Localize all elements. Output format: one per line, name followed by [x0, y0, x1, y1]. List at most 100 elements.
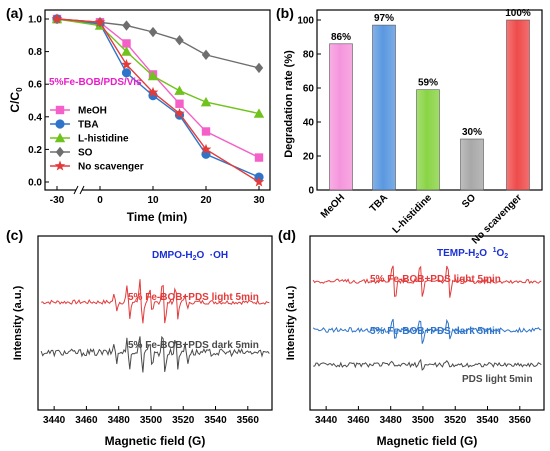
- panel-c-title-tail: O ·OH: [196, 250, 228, 261]
- panel-c-xtick-label: 3540: [204, 415, 227, 426]
- panel-a-ylabel-sub: 0: [15, 87, 24, 92]
- panel-a-line-chart: 0.0 0.2 0.4 0.6 0.8 1.0 -30 0 10 20 30 5%Fe-BOB/PD…: [8, 9, 271, 224]
- panel-a-legend-label: MeOH: [78, 106, 107, 117]
- panel-a-ytick-label: 0.0: [28, 178, 42, 189]
- panel-b-ytick-label: 80: [303, 50, 315, 61]
- panel-a-xtick-label: 10: [147, 195, 159, 206]
- panel-d-xlabel: Magnetic field (G): [377, 434, 478, 448]
- panel-d-xtick-label: 3480: [380, 415, 403, 426]
- panel-a-label: (a): [6, 5, 23, 21]
- panel-d-xtick-label: 3540: [476, 415, 499, 426]
- panel-a-legend-label: SO: [78, 148, 93, 159]
- panel-c-epr-chart: 3440 3460 3480 3500 3520 3540 3560 DMPO-H2O ·O…: [12, 235, 273, 448]
- panel-a-series: [51, 13, 265, 187]
- panel-a-point: [122, 20, 131, 31]
- panel-c-series: [40, 279, 270, 373]
- panel-a-point: [51, 13, 63, 24]
- panel-a-axis-break: [73, 185, 79, 195]
- panel-a-point: [121, 68, 132, 78]
- panel-a-point: [174, 85, 185, 95]
- panel-c-title-main: DMPO-H: [152, 250, 193, 261]
- panel-a-point: [121, 46, 132, 56]
- panel-d-spectrum-1: [312, 318, 542, 344]
- panel-c-title: DMPO-H2O ·OH: [152, 250, 228, 262]
- panel-d-title: TEMP-H2O 1O2: [437, 247, 508, 260]
- panel-a-ytick-label: 0.4: [28, 112, 42, 123]
- panel-b-value-label: 86%: [331, 32, 351, 43]
- panel-b-value-label: 97%: [374, 13, 394, 24]
- panel-d-ylabel: Intensity (a.u.): [285, 285, 297, 360]
- panel-a-legend-marker: [54, 132, 66, 143]
- panel-a-point: [147, 86, 159, 97]
- panel-b-value-label: 30%: [462, 127, 482, 138]
- panel-a-ytick-label: 0.8: [28, 47, 42, 58]
- panel-b-ytick-label: 60: [303, 84, 315, 95]
- panel-a-frame: [44, 9, 271, 191]
- panel-a-point: [253, 108, 265, 118]
- panel-a-point: [201, 127, 211, 136]
- panel-d-epr-chart: 3440 3460 3480 3500 3520 3540 3560 TEMP-H2O 1O…: [285, 235, 545, 448]
- panel-a-legend-marker: [55, 105, 65, 115]
- panel-b-bars: 86% MeOH 97% TBA 59% L-histidine 30% SO 100% No s…: [319, 8, 531, 247]
- panel-b-bar: [506, 19, 530, 191]
- panel-c-axes: 3440 3460 3480 3500 3520 3540 3560: [43, 406, 259, 426]
- panel-d-title-sub: 2: [475, 253, 479, 260]
- panel-a-ylabel-main: C/C: [8, 92, 22, 113]
- panel-a-legend-label: L-histidine: [78, 134, 129, 145]
- panel-a-ylabel: C/C0: [8, 87, 24, 113]
- panel-a-legend-label: No scavenger: [78, 162, 144, 173]
- panel-a-point: [254, 153, 264, 162]
- panel-a-axes: 0.0 0.2 0.4 0.6 0.8 1.0 -30 0 10 20 30: [28, 15, 265, 207]
- panel-d-title-sub2: 2: [504, 253, 508, 260]
- panel-b-bar: [372, 24, 396, 191]
- panel-a-point: [94, 16, 106, 27]
- panel-b-value-label: 100%: [505, 8, 531, 19]
- panel-d-frame: [309, 235, 545, 411]
- panel-a-axis-break: [79, 185, 85, 195]
- panel-b-axes: 0 20 40 60 80 100: [297, 16, 321, 197]
- panel-a-ytick-label: 1.0: [28, 15, 42, 26]
- panel-b-category-label: SO: [460, 192, 478, 210]
- panel-a-point: [201, 49, 211, 61]
- panel-a-legend-marker: [55, 146, 65, 158]
- panel-a-point: [175, 34, 184, 46]
- panel-a-series-line-3: [56, 18, 260, 69]
- panel-b-category-label: TBA: [368, 192, 390, 214]
- panel-c-title-sub: 2: [193, 255, 197, 262]
- panel-d-xtick-label: 3440: [315, 415, 338, 426]
- panel-b-category-label: No scavenger: [470, 192, 524, 246]
- panel-d-xtick-label: 3560: [509, 415, 532, 426]
- panel-c-frame: [37, 235, 273, 411]
- panel-b-value-label: 59%: [418, 78, 438, 89]
- panel-a-ytick-label: 0.6: [28, 80, 42, 91]
- panel-b-category-label: MeOH: [319, 192, 347, 220]
- panel-a-point: [147, 70, 159, 81]
- panel-a-point: [122, 39, 131, 48]
- panel-c-xtick-label: 3500: [140, 415, 163, 426]
- panel-a-point: [253, 176, 265, 187]
- panel-a-ytick-label: 0.2: [28, 145, 42, 156]
- panel-a-point: [200, 143, 212, 154]
- panel-d-title-tail2: O: [497, 248, 505, 259]
- panel-d-series-label-1: 5% Fe-BOB+PDS dark 5min: [370, 326, 501, 337]
- panel-d-title-sup: 1: [493, 247, 497, 254]
- panel-d-title-tail: O: [479, 248, 492, 259]
- panel-d-spectrum-2: [313, 358, 542, 371]
- panel-d-spectrum-0: [312, 265, 542, 298]
- panel-b-ylabel: Degradation rate (%): [283, 50, 295, 158]
- panel-c-series-label-0: 5% Fe-BOB+PDS light 5min: [128, 292, 259, 303]
- panel-c-xtick-label: 3440: [43, 415, 66, 426]
- panel-b-label: (b): [276, 5, 294, 21]
- panel-a-point: [200, 96, 212, 107]
- panel-d-axes: 3440 3460 3480 3500 3520 3540 3560: [315, 406, 531, 426]
- panel-c-xtick-label: 3480: [108, 415, 131, 426]
- panel-b-ytick-label: 0: [308, 186, 314, 197]
- panel-a-xtick-label: -30: [50, 195, 65, 206]
- panel-d-label: (d): [278, 227, 296, 243]
- panel-b-bar: [329, 43, 353, 191]
- panel-c-series-label-1: 5% Fe-BOB+PDS dark 5min: [128, 340, 259, 351]
- panel-a-point: [121, 59, 132, 70]
- panel-d-xtick-label: 3520: [444, 415, 467, 426]
- panel-c-spectrum-1: [40, 335, 270, 373]
